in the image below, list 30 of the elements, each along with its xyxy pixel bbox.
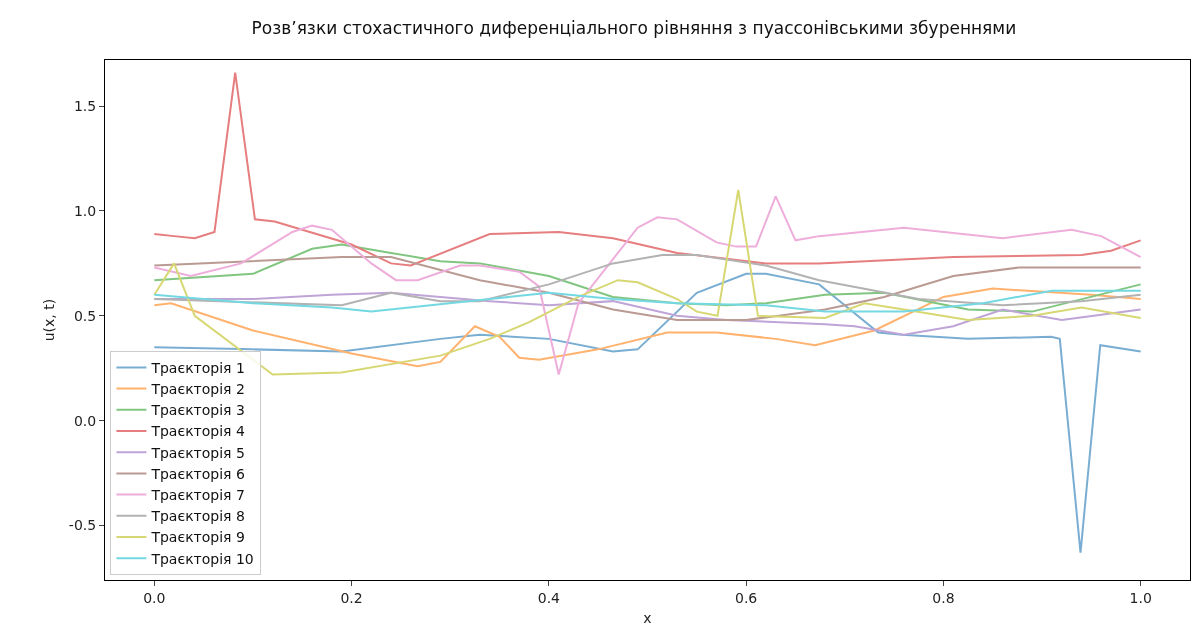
legend-label: Траєкторія 7 [150, 487, 245, 504]
legend-label: Траєкторія 8 [150, 508, 245, 525]
x-tick-label: 0.6 [735, 589, 758, 606]
x-tick-label: 0.2 [340, 589, 363, 606]
x-axis-title: x [643, 610, 652, 627]
y-tick-label: 0.0 [73, 412, 97, 429]
y-tick-label: -0.5 [68, 517, 97, 534]
legend-label: Траєкторія 9 [150, 529, 245, 546]
legend-label: Траєкторія 4 [150, 423, 245, 440]
y-tick-label: 1.5 [73, 98, 97, 115]
legend-label: Траєкторія 6 [150, 465, 245, 482]
line-series [153, 254, 1142, 307]
y-tick-label: 0.5 [73, 307, 97, 324]
legend-label: Траєкторія 2 [150, 381, 245, 398]
line-series [153, 256, 1142, 321]
x-tick-label: 1.0 [1129, 589, 1152, 606]
line-series [153, 71, 1142, 267]
legend-label: Траєкторія 1 [150, 359, 245, 376]
chart-title: Розв’язки стохастичного диференціального рівняння з пуассонівськими збуреннями [251, 18, 1017, 39]
line-series [153, 289, 1142, 313]
x-tick-label: 0.4 [537, 589, 561, 606]
legend-label: Траєкторія 3 [150, 402, 245, 419]
y-tick-label: 1.0 [73, 202, 97, 219]
legend-label: Траєкторія 5 [150, 444, 245, 461]
legend-label: Траєкторія 10 [150, 550, 254, 567]
x-tick-label: 0.0 [143, 589, 166, 606]
x-tick-label: 0.8 [932, 589, 955, 606]
line-series [153, 272, 1142, 554]
y-axis-title: u(x, t) [41, 298, 58, 342]
line-series [153, 243, 1142, 313]
